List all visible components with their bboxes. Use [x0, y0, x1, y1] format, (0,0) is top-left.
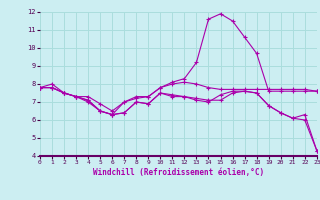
X-axis label: Windchill (Refroidissement éolien,°C): Windchill (Refroidissement éolien,°C)	[93, 168, 264, 177]
